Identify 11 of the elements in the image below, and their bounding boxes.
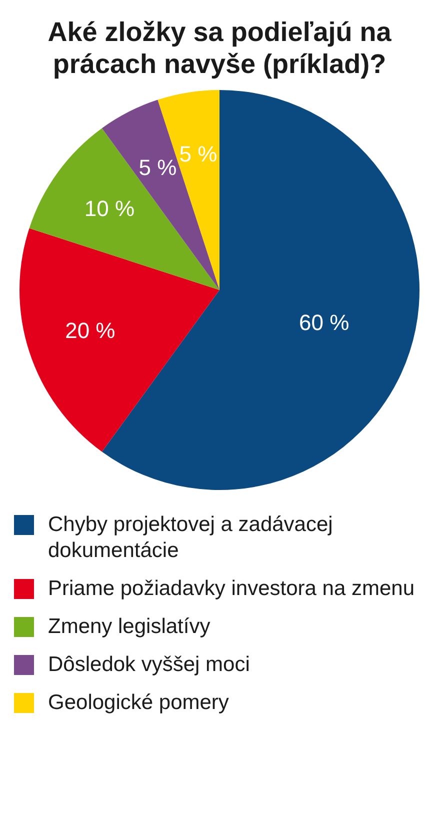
chart-title: Aké zložky sa podieľajú na prácach navyše (príklad)? bbox=[46, 16, 392, 80]
legend-label: Chyby projektovej a zadávacej dokumentácie bbox=[48, 512, 334, 564]
legend-label: Priame požiadavky investora na zmenu bbox=[48, 576, 415, 602]
data-label: 5 % bbox=[138, 154, 177, 180]
legend-label: Zmeny legislatívy bbox=[48, 614, 210, 640]
data-label: 20 % bbox=[65, 318, 116, 344]
data-label: 5 % bbox=[179, 142, 218, 167]
legend-label: Dôsledok vyššej moci bbox=[48, 652, 250, 678]
data-label: 60 % bbox=[299, 310, 350, 336]
data-label: 10 % bbox=[84, 196, 135, 222]
legend-label: Geologické pomery bbox=[48, 690, 229, 716]
